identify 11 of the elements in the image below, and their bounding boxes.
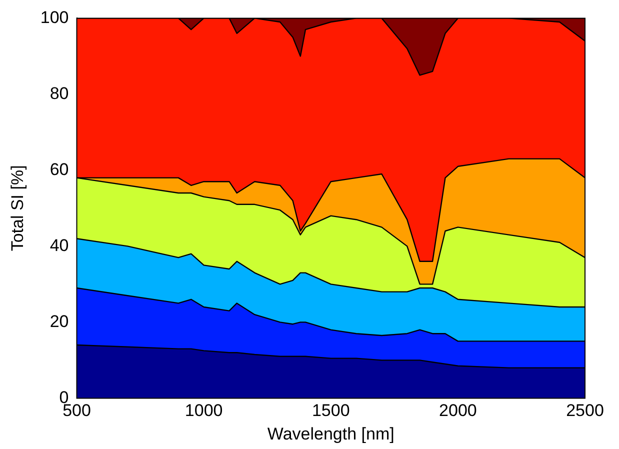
x-axis-title: Wavelength [nm]: [267, 424, 394, 444]
x-tick-label: 2000: [439, 401, 477, 420]
y-tick-label: 40: [50, 236, 69, 255]
x-tick-label: 1000: [184, 401, 223, 420]
x-tick-label: 2500: [566, 401, 604, 420]
x-tick-label: 1500: [312, 401, 350, 420]
y-tick-label: 100: [40, 8, 69, 27]
y-tick-label: 80: [50, 84, 69, 103]
y-tick-label: 60: [50, 160, 69, 179]
y-axis-title: Total SI [%]: [8, 165, 27, 252]
y-tick-label: 20: [50, 312, 69, 331]
